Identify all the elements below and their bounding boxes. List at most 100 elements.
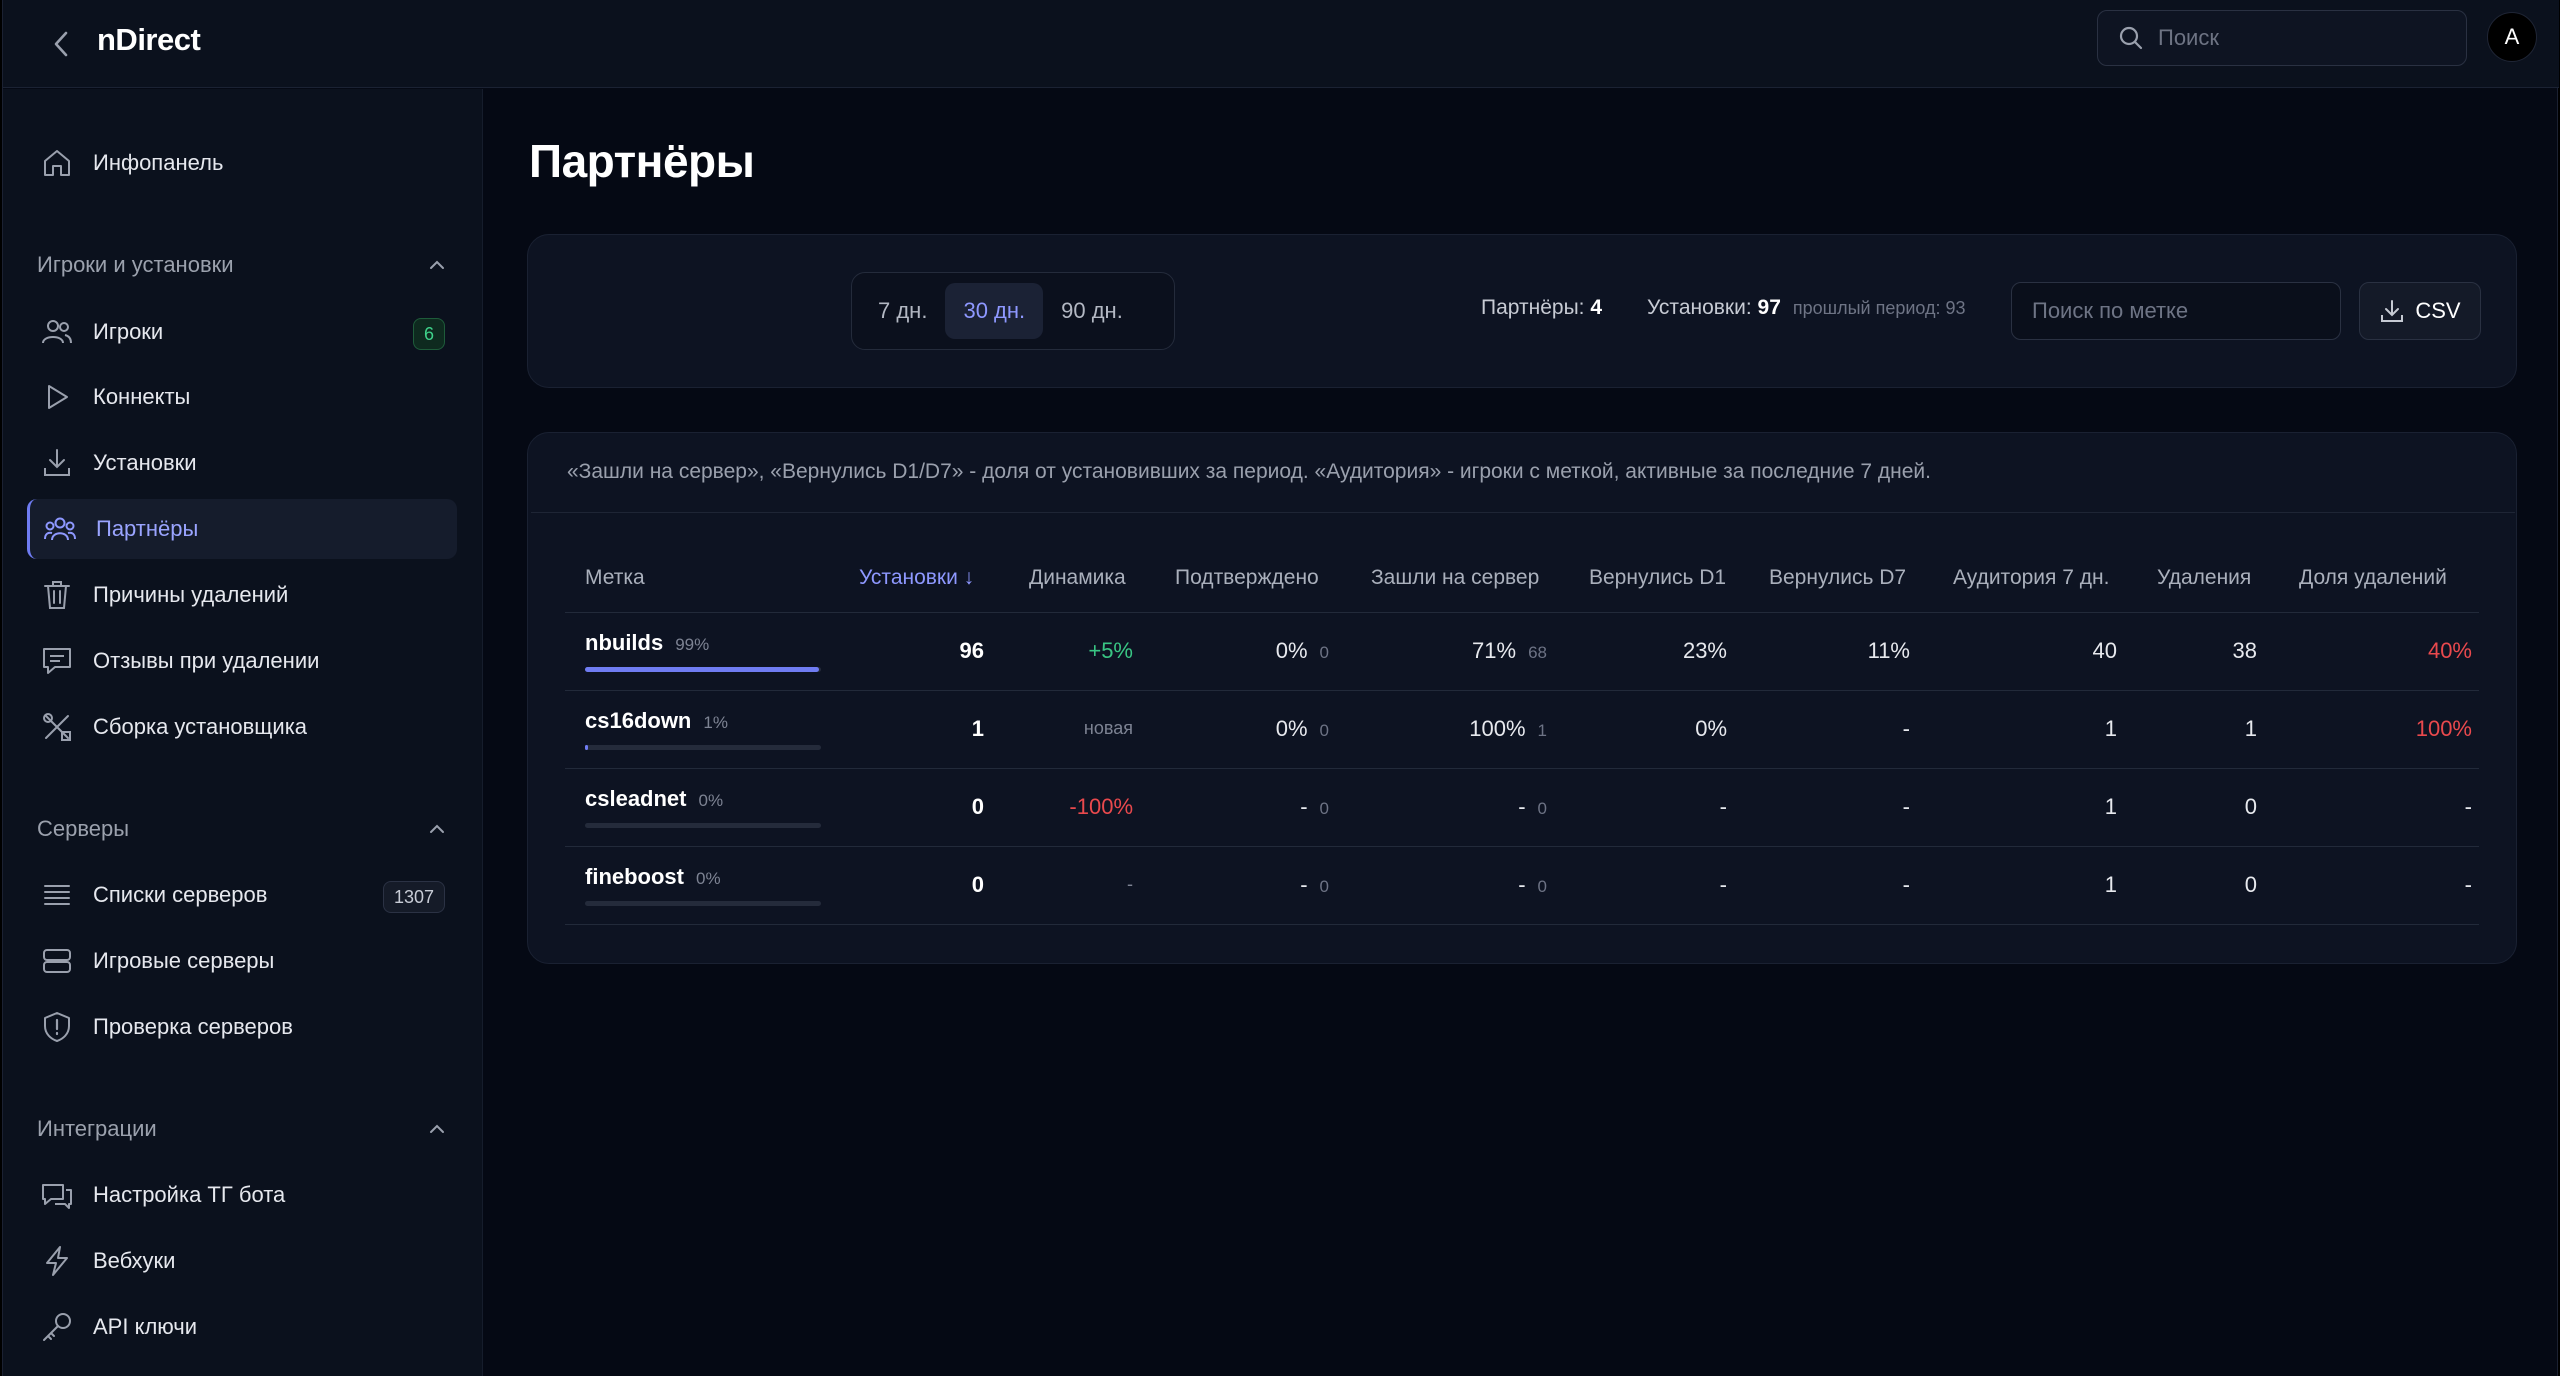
d1-value: -	[1719, 872, 1727, 897]
header-confirmed[interactable]: Подтверждено	[1175, 566, 1319, 589]
d1-value: 23%	[1682, 638, 1727, 663]
tag-name[interactable]: csleadnet 0%	[585, 786, 724, 811]
sidebar-item-tg-bot[interactable]: Настройка ТГ бота	[27, 1165, 457, 1225]
share-bar	[585, 823, 821, 828]
sidebar-item-label: API ключи	[93, 1314, 198, 1339]
tag-name[interactable]: cs16down 1%	[585, 708, 728, 733]
d7-value: -	[1902, 794, 1910, 819]
sidebar-item-delete-reviews[interactable]: Отзывы при удалении	[27, 631, 457, 691]
installs-value: 1	[971, 716, 984, 741]
header-deletions[interactable]: Удаления	[2157, 566, 2252, 589]
audience-value: 1	[2104, 794, 2117, 819]
section-servers[interactable]: Серверы	[37, 809, 447, 849]
table-note: «Зашли на сервер», «Вернулись D1/D7» - д…	[567, 460, 1931, 483]
previous-period-text: прошлый период: 93	[1792, 298, 1966, 318]
header-joined[interactable]: Зашли на сервер	[1371, 566, 1540, 589]
players-count-badge: 6	[412, 318, 445, 350]
period-30d-button[interactable]: 30 дн.	[945, 283, 1044, 339]
d7-value: -	[1902, 716, 1910, 741]
dynamics-value: -100%	[1069, 794, 1133, 819]
sidebar-item-server-lists[interactable]: Списки серверов 1307	[27, 865, 457, 925]
joined-value: -0	[1518, 794, 1547, 819]
header-d1[interactable]: Вернулись D1	[1589, 566, 1727, 589]
sidebar-item-connects[interactable]: Коннекты	[27, 367, 457, 427]
dynamics-value: +5%	[1088, 638, 1133, 663]
divider	[531, 512, 2515, 513]
section-title: Интеграции	[37, 1116, 157, 1141]
shield-icon	[39, 1009, 75, 1045]
partners-icon	[42, 511, 78, 547]
sidebar-item-api-keys[interactable]: API ключи	[27, 1297, 457, 1357]
search-input[interactable]	[2158, 25, 2438, 51]
global-search[interactable]	[2097, 10, 2467, 66]
sidebar-item-dashboard[interactable]: Инфопанель	[27, 133, 457, 193]
sidebar-item-delete-reasons[interactable]: Причины удалений	[27, 565, 457, 625]
table-card	[527, 432, 2517, 964]
section-players-installs[interactable]: Игроки и установки	[37, 245, 447, 285]
partners-count-value: 4	[1590, 296, 1603, 319]
csv-export-button[interactable]: CSV	[2359, 282, 2481, 340]
csv-label: CSV	[2415, 298, 2461, 323]
header-audience[interactable]: Аудитория 7 дн.	[1953, 566, 2110, 589]
section-title: Серверы	[37, 816, 130, 841]
app-logo[interactable]: nDirect	[97, 22, 201, 57]
row-divider	[565, 768, 2479, 769]
confirmed-value: -0	[1300, 794, 1329, 819]
sidebar-item-server-check[interactable]: Проверка серверов	[27, 997, 457, 1057]
period-90d-button[interactable]: 90 дн.	[1061, 298, 1123, 323]
confirmed-value: -0	[1300, 872, 1329, 897]
header-deletion-share[interactable]: Доля удалений	[2299, 566, 2447, 589]
chevron-up-icon	[430, 1124, 444, 1133]
users-icon	[39, 314, 75, 350]
sidebar-item-label: Отзывы при удалении	[93, 648, 320, 673]
tag-name[interactable]: nbuilds 99%	[585, 630, 710, 655]
list-icon	[39, 877, 75, 913]
sidebar-item-label: Игровые серверы	[93, 948, 275, 973]
sidebar-item-label: Инфопанель	[93, 150, 224, 175]
server-lists-count-badge: 1307	[382, 881, 445, 913]
download-icon	[2381, 300, 2404, 322]
server-icon	[39, 943, 75, 979]
d1-value: -	[1719, 794, 1727, 819]
tag-share: 1%	[703, 713, 728, 732]
chevron-up-icon	[430, 260, 444, 269]
sidebar-item-installs[interactable]: Установки	[27, 433, 457, 493]
back-button[interactable]	[39, 22, 83, 66]
deletions-value: 38	[2232, 638, 2257, 663]
d7-value: 11%	[1867, 638, 1910, 663]
sidebar-item-players[interactable]: Игроки 6	[27, 302, 457, 362]
sidebar-item-label: Партнёры	[96, 516, 199, 541]
installs-count: Установки: 97 прошлый период: 93	[1647, 296, 1966, 320]
share-bar	[585, 745, 821, 750]
chat-icon	[39, 1177, 75, 1213]
installs-value: 0	[971, 872, 984, 897]
audience-value: 40	[2092, 638, 2117, 663]
tag-search-input[interactable]	[2032, 298, 2322, 324]
sidebar-item-partners[interactable]: Партнёры	[27, 499, 457, 559]
deletion-share-value: -	[2464, 794, 2472, 819]
lightning-icon	[39, 1243, 75, 1279]
deletions-value: 0	[2244, 794, 2257, 819]
audience-value: 1	[2104, 872, 2117, 897]
header-installs[interactable]: Установки ↓	[859, 566, 975, 589]
sidebar-item-webhooks[interactable]: Вебхуки	[27, 1231, 457, 1291]
joined-value: 71% 68	[1472, 638, 1547, 663]
sidebar-item-installer-build[interactable]: Сборка установщика	[27, 697, 457, 757]
user-avatar[interactable]: A	[2487, 12, 2537, 62]
top-bar: nDirect A	[3, 0, 2559, 88]
header-tag[interactable]: Метка	[585, 566, 645, 589]
sidebar-item-game-servers[interactable]: Игровые серверы	[27, 931, 457, 991]
section-integrations[interactable]: Интеграции	[37, 1109, 447, 1149]
tag-search[interactable]	[2011, 282, 2341, 340]
tag-name[interactable]: fineboost 0%	[585, 864, 721, 889]
confirmed-value: 0% 0	[1275, 638, 1329, 663]
period-7d-button[interactable]: 7 дн.	[878, 298, 928, 323]
sidebar-item-label: Настройка ТГ бота	[93, 1182, 286, 1207]
installs-value: 0	[971, 794, 984, 819]
page-title: Партнёры	[529, 135, 755, 187]
header-d7[interactable]: Вернулись D7	[1769, 566, 1907, 589]
audience-value: 1	[2104, 716, 2117, 741]
header-dynamics[interactable]: Динамика	[1029, 566, 1126, 589]
joined-value: -0	[1518, 872, 1547, 897]
home-icon	[39, 145, 75, 181]
